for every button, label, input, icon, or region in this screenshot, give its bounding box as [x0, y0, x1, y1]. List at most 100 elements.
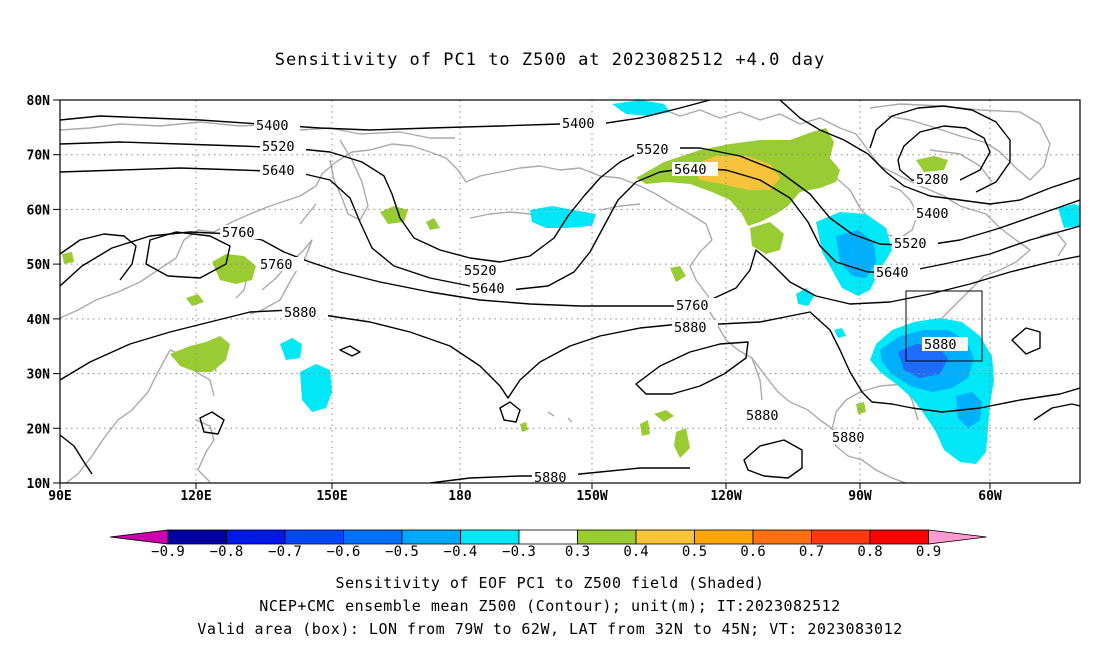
contour-label: 5280 [916, 172, 949, 188]
colorbar-left-tip [109, 529, 169, 545]
shade-positive-aleut [670, 266, 686, 282]
axis-ticks [53, 99, 991, 489]
lat-label: 20N [27, 422, 51, 437]
colorbar-segment [284, 529, 344, 545]
shade-positive-china [170, 336, 230, 372]
colorbar-segment [226, 529, 286, 545]
colorbar-tick-label: −0.4 [444, 544, 478, 560]
contour-label: 5520 [636, 142, 669, 158]
colorbar-tick-label: −0.8 [210, 544, 244, 560]
contour-label: 5640 [262, 163, 295, 179]
contour-5760 [60, 233, 137, 281]
colorbar-tick-label: −0.3 [502, 544, 536, 560]
lat-label: 40N [27, 313, 51, 328]
colorbar-segment [343, 529, 403, 545]
contour-label: 5400 [562, 116, 595, 132]
contour-label: 5640 [674, 162, 707, 178]
shade-positive-kuril [426, 218, 440, 230]
caption-line-3: Valid area (box): LON from 79W to 62W, L… [197, 620, 903, 638]
contour-label: 5520 [464, 263, 497, 279]
colorbar-tick-label: 0.8 [857, 544, 882, 560]
colorbar-segment [635, 529, 695, 545]
map-title: Sensitivity of PC1 to Z500 at 2023082512… [274, 50, 826, 70]
shade-positive-japan-sea [212, 254, 256, 284]
colorbar-tick-label: −0.6 [327, 544, 361, 560]
lat-label: 80N [27, 94, 51, 109]
shade-positive-epac1 [654, 410, 674, 422]
lon-label: 150E [316, 489, 347, 504]
contour-label: 5760 [222, 225, 255, 241]
lon-label: 90E [48, 489, 71, 504]
caption-line-2: NCEP+CMC ensemble mean Z500 (Contour); u… [259, 597, 841, 615]
lon-label: 150W [576, 489, 607, 504]
lon-label: 90W [848, 489, 872, 504]
valid-area-box [905, 290, 983, 362]
contour-label: 5640 [472, 281, 505, 297]
contour-label: 5760 [676, 298, 709, 314]
latitude-labels: 80N 70N 60N 50N 40N 30N 20N 10N [27, 94, 51, 492]
colorbar-segment [401, 529, 461, 545]
colorbar-tick-label: 0.5 [682, 544, 707, 560]
colorbar-segment [167, 529, 227, 545]
shade-negative-arctic2 [530, 206, 596, 228]
lon-label: 120E [180, 489, 211, 504]
colorbar [109, 529, 987, 545]
lat-label: 60N [27, 203, 51, 218]
colorbar-tick-label: 0.6 [740, 544, 765, 560]
contour-label: 5880 [674, 320, 707, 336]
lat-label: 30N [27, 368, 51, 383]
lat-label: 70N [27, 149, 51, 164]
shade-negative-midpac [300, 364, 332, 412]
lon-label: 120W [710, 489, 741, 504]
contour-5760-low [145, 231, 231, 279]
colorbar-segment [811, 529, 871, 545]
shade-positive-bering [750, 222, 784, 254]
contour-label: 5760 [260, 257, 293, 273]
colorbar-right-tip [928, 529, 987, 545]
colorbar-segment [694, 529, 754, 545]
contour-label: 5880 [746, 408, 779, 424]
contour-5400 [60, 100, 711, 131]
shade-negative-arctic [612, 100, 670, 116]
colorbar-tick-label: 0.3 [565, 544, 590, 560]
shade-positive-gulf [856, 402, 866, 414]
colorbar-tick-label: 0.7 [799, 544, 824, 560]
contour-5520 [60, 141, 1080, 263]
shade-negative-atl [1058, 204, 1080, 228]
shade-negative-canada-core [836, 230, 876, 278]
contour-label: 5880 [534, 470, 567, 486]
colorbar-segment [460, 529, 520, 545]
colorbar-segment [577, 529, 637, 545]
lon-label: 180 [448, 489, 472, 504]
shade-positive-epac2 [674, 428, 690, 458]
contour-5880-mexico [635, 341, 749, 395]
colorbar-segment [869, 529, 929, 545]
contour-label: 5400 [256, 118, 289, 134]
contour-5640 [60, 167, 1080, 291]
contour-labels: 5400 5400 5520 5520 5520 5520 5640 5640 … [220, 116, 968, 486]
shade-negative-atlantic-lobe [956, 392, 982, 428]
z500-contours [60, 100, 1080, 483]
shade-negative-small-e2 [834, 328, 846, 338]
colorbar-tick-label: 0.9 [916, 544, 941, 560]
colorbar-segment [752, 529, 812, 545]
lon-label: 60W [978, 489, 1002, 504]
longitude-labels: 90E 120E 150E 180 150W 120W 90W 60W [48, 489, 1002, 504]
colorbar-labels: −0.9 −0.8 −0.7 −0.6 −0.5 −0.4 −0.3 0.3 0.4 0.5 0.6… [151, 544, 941, 560]
colorbar-tick-label: −0.7 [268, 544, 302, 560]
contour-label: 5520 [262, 139, 295, 155]
colorbar-tick-label: −0.9 [151, 544, 185, 560]
lat-label: 10N [27, 477, 51, 492]
contour-label: 5520 [894, 236, 927, 252]
lat-label: 50N [27, 258, 51, 273]
contour-label: 5880 [284, 305, 317, 321]
contour-label: 5880 [924, 337, 957, 353]
shade-positive-arctic [916, 156, 948, 172]
shade-positive-epac3 [640, 420, 650, 436]
lat-lon-grid [60, 100, 1080, 483]
colorbar-tick-label: 0.4 [623, 544, 648, 560]
shade-positive-small2 [62, 252, 74, 264]
contour-label: 5640 [876, 265, 909, 281]
contour-label: 5400 [916, 206, 949, 222]
